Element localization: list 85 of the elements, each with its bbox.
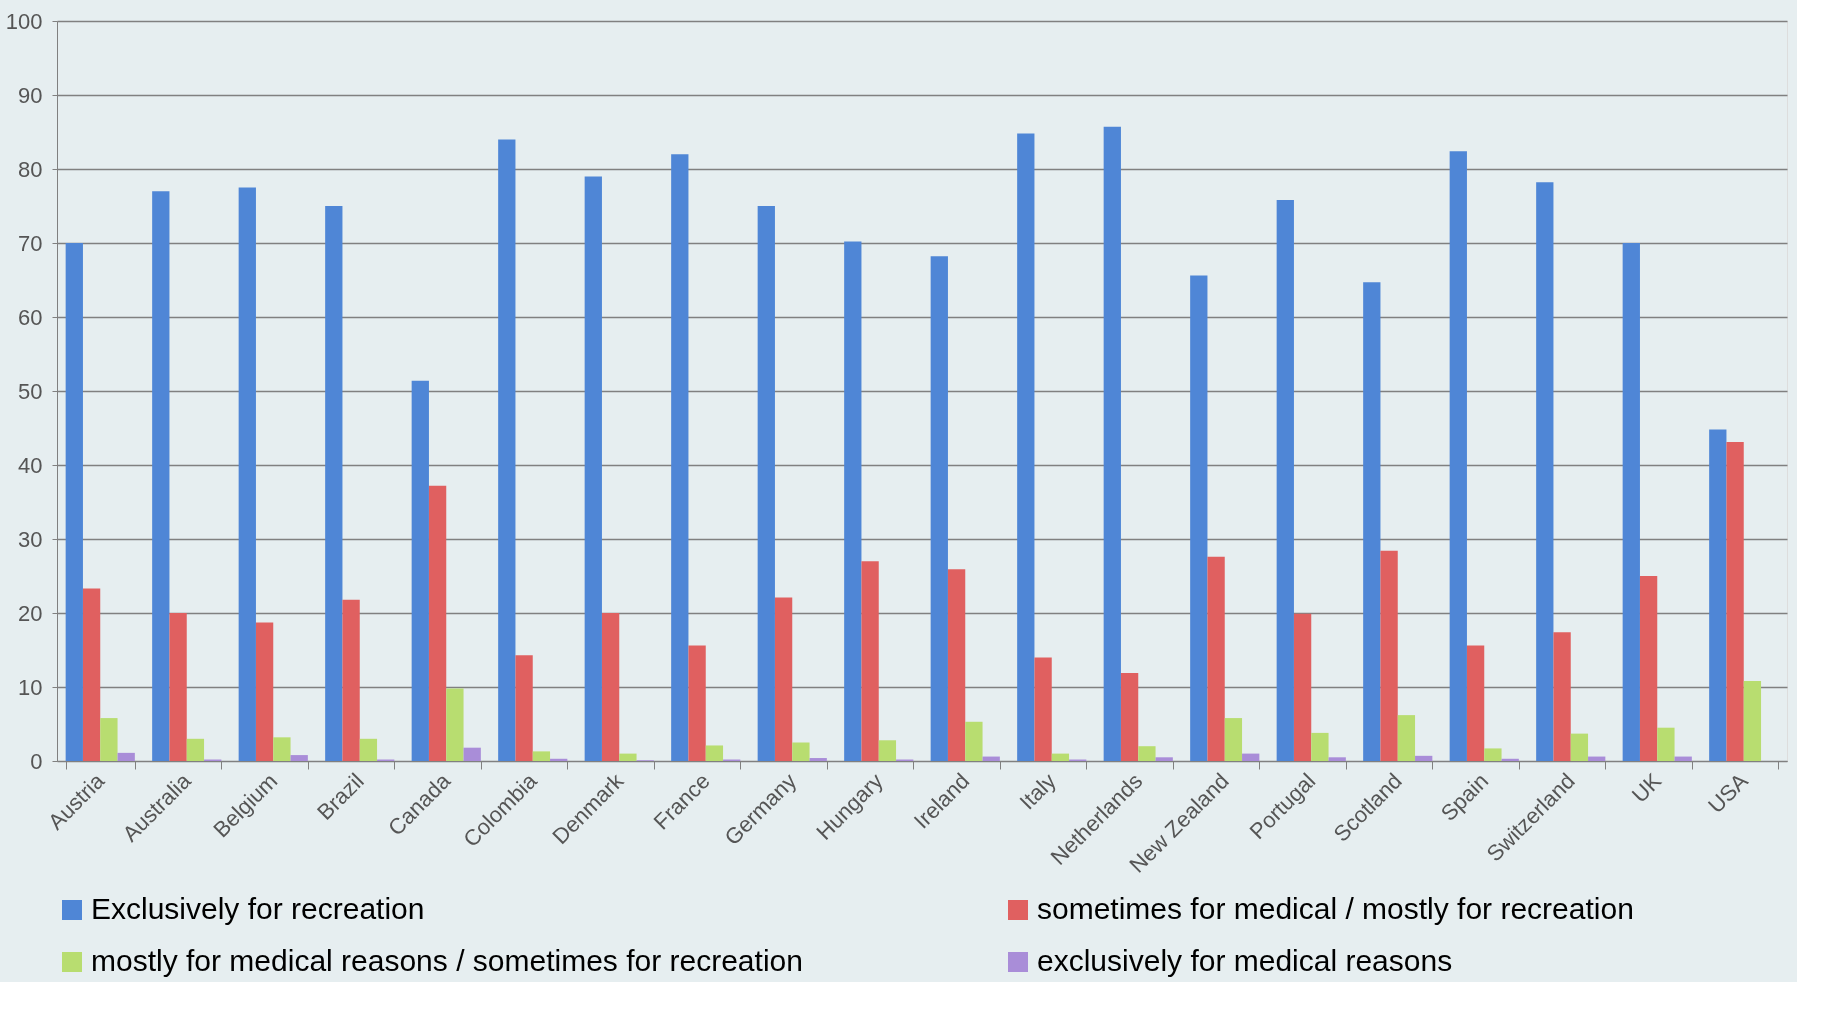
x-tick-label: USA [1703,768,1753,818]
bar [1570,733,1589,761]
bar [463,747,481,761]
bar [169,613,187,761]
bar [1155,757,1173,761]
y-tick-label: 30 [18,526,43,552]
y-tick-label: 60 [18,304,43,330]
bar [809,758,827,761]
bar [1622,243,1640,761]
bar [1466,645,1485,761]
bar [152,191,170,761]
bar [446,688,464,761]
bar [1709,429,1727,761]
bar [792,742,810,761]
y-tick-label: 100 [5,8,43,34]
bar [1397,715,1416,761]
bar [1207,556,1225,761]
bar [411,380,429,761]
bar [930,256,948,761]
bar [273,737,291,761]
bar [1276,200,1294,761]
legend-label: Exclusively for recreation [91,892,425,925]
bar [100,718,118,761]
bar [844,241,862,761]
bar [1380,550,1398,761]
bar [705,745,724,761]
bar [117,752,135,761]
bar [619,753,637,761]
bar [1449,151,1467,761]
bar [1242,753,1260,761]
y-tick-label: 70 [18,230,43,256]
bar [1639,576,1658,761]
bar [532,751,551,761]
bar [1311,732,1329,761]
bar [1138,746,1156,761]
bar [1017,133,1035,761]
bar [1553,632,1571,761]
bar [861,561,879,761]
bar [498,139,516,761]
bar [1034,657,1052,761]
bar [238,187,256,761]
bar [774,597,793,761]
bar [965,721,983,761]
bar [1536,182,1554,761]
legend-label: sometimes for medical / mostly for recreation [1037,892,1634,925]
bar [255,622,274,761]
bar [1743,681,1762,761]
bar [290,755,308,761]
legend-label: mostly for medical reasons / sometimes for recreation [91,944,803,977]
bar [1484,748,1502,761]
bar [1415,755,1433,761]
bar [1051,753,1070,761]
bar [515,655,533,761]
bar [1328,757,1346,761]
bar [1657,727,1675,761]
bar [671,154,689,761]
bar [1120,672,1139,761]
y-tick-label: 80 [18,156,43,182]
y-tick-label: 90 [18,82,43,108]
bar [65,243,83,761]
bar [82,588,101,761]
bar [359,738,378,761]
bar [1190,275,1208,761]
bar [325,206,343,761]
y-tick-label: 10 [18,674,43,700]
bar [186,738,205,761]
bar [1293,613,1312,761]
y-tick-label: 50 [18,378,43,404]
bar [947,569,966,761]
bar [1363,282,1381,761]
bar [688,645,706,761]
x-tick-label: UK [1626,768,1667,808]
bar [342,599,360,761]
bar [1726,442,1744,761]
y-tick-label: 0 [30,748,43,774]
bar [584,176,602,761]
bar [757,206,775,761]
bar [428,485,447,761]
legend-label: exclusively for medical reasons [1037,944,1453,977]
bar [878,740,897,761]
bar [1224,718,1243,761]
bar [601,613,620,761]
y-tick-label: 20 [18,600,43,626]
bar [1103,126,1121,761]
y-tick-label: 40 [18,452,43,478]
